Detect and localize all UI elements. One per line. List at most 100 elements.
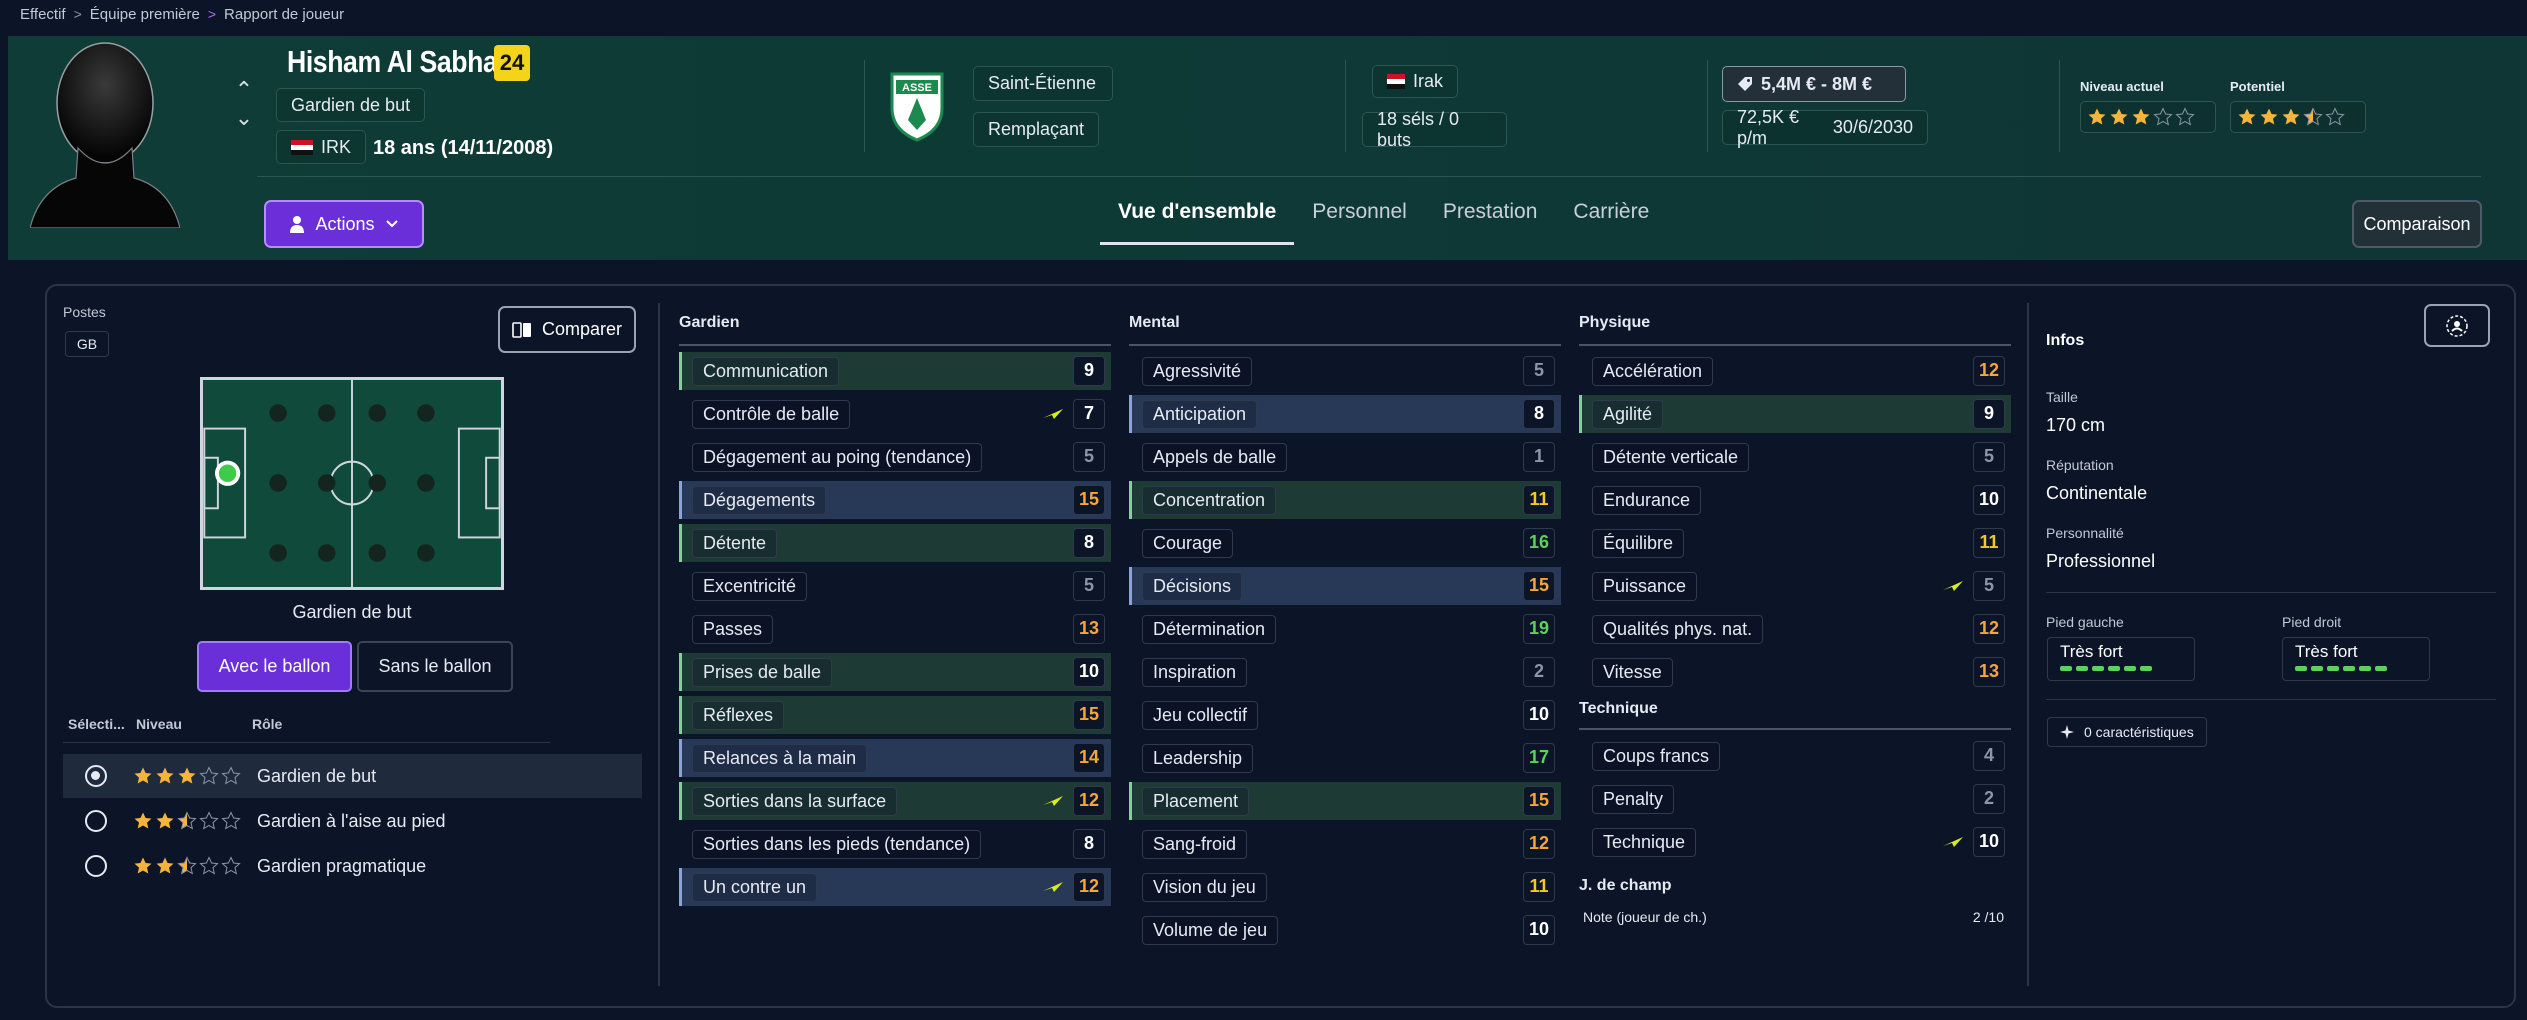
attribute-name: Accélération bbox=[1592, 356, 1714, 386]
attribute-row[interactable]: Coups francs 4 bbox=[1579, 737, 2011, 775]
role-row[interactable]: Gardien de but bbox=[63, 754, 642, 798]
attribute-row[interactable]: Sang-froid 12 bbox=[1129, 825, 1561, 863]
column-divider bbox=[2027, 303, 2029, 986]
attribute-value: 2 bbox=[1523, 657, 1555, 687]
star-icon bbox=[221, 856, 241, 875]
section-divider bbox=[1579, 728, 2011, 730]
comparer-button[interactable]: Comparer bbox=[498, 306, 636, 353]
attribute-row[interactable]: Concentration 11 bbox=[1129, 481, 1561, 519]
attribute-value: 15 bbox=[1523, 786, 1555, 816]
attribute-row[interactable]: Un contre un 12 bbox=[679, 868, 1111, 906]
star-icon bbox=[2260, 108, 2278, 125]
attribute-row[interactable]: Excentricité 5 bbox=[679, 567, 1111, 605]
next-player-arrow-icon[interactable]: ⌄ bbox=[234, 105, 254, 130]
attribute-row[interactable]: Réflexes 15 bbox=[679, 696, 1111, 734]
attribute-name: Concentration bbox=[1142, 485, 1277, 515]
attribute-row[interactable]: Prises de balle 10 bbox=[679, 653, 1111, 691]
potential-ability-label: Potentiel bbox=[2230, 79, 2285, 94]
attribute-row[interactable]: Relances à la main 14 bbox=[679, 739, 1111, 777]
attribute-row[interactable]: Contrôle de balle 7 bbox=[679, 395, 1111, 433]
column-divider bbox=[658, 303, 660, 986]
header-selection: Sélecti... bbox=[68, 716, 125, 732]
attribute-row[interactable]: Détente 8 bbox=[679, 524, 1111, 562]
attribute-value: 10 bbox=[1523, 700, 1555, 730]
tab-carriere[interactable]: Carrière bbox=[1573, 200, 1650, 223]
attribute-row[interactable]: Courage 16 bbox=[1129, 524, 1561, 562]
iraq-flag-icon bbox=[291, 139, 313, 155]
attribute-row[interactable]: Sorties dans la surface 12 bbox=[679, 782, 1111, 820]
star-icon bbox=[2175, 107, 2195, 126]
attribute-row[interactable]: Accélération 12 bbox=[1579, 352, 2011, 390]
taille-value: 170 cm bbox=[2046, 415, 2106, 435]
attribute-row[interactable]: Agilité 9 bbox=[1579, 395, 2011, 433]
transfer-value: 5,4M € - 8M € bbox=[1761, 73, 1873, 94]
breadcrumb-item-effectif[interactable]: Effectif bbox=[20, 5, 66, 23]
attribute-row[interactable]: Sorties dans les pieds (tendance) 8 bbox=[679, 825, 1111, 863]
attribute-row[interactable]: Agressivité 5 bbox=[1129, 352, 1561, 390]
star-icon bbox=[221, 766, 241, 785]
tab-prestation[interactable]: Prestation bbox=[1442, 200, 1538, 223]
role-radio[interactable] bbox=[85, 855, 107, 877]
attribute-row[interactable]: Anticipation 8 bbox=[1129, 395, 1561, 433]
club-chip[interactable]: Saint-Étienne bbox=[973, 66, 1113, 101]
transfer-value-chip[interactable]: 5,4M € - 8M € bbox=[1722, 66, 1906, 102]
country-chip[interactable]: Irak bbox=[1372, 65, 1458, 98]
attribute-row[interactable]: Décisions 15 bbox=[1129, 567, 1561, 605]
attribute-row[interactable]: Vitesse 13 bbox=[1579, 653, 2011, 691]
sans-ballon-toggle[interactable]: Sans le ballon bbox=[357, 641, 513, 692]
squad-number-badge: 24 bbox=[494, 45, 530, 81]
attribute-row[interactable]: Penalty 2 bbox=[1579, 780, 2011, 818]
attribute-name: Passes bbox=[692, 614, 774, 644]
attribute-row[interactable]: Vision du jeu 11 bbox=[1129, 868, 1561, 906]
comparaison-button[interactable]: Comparaison bbox=[2352, 200, 2482, 248]
squad-status-chip: Remplaçant bbox=[973, 112, 1099, 147]
tab-personnel[interactable]: Personnel bbox=[1312, 200, 1407, 223]
attribute-value-group: 12 bbox=[1523, 829, 1555, 859]
attributes-physique: Accélération 12 Agilité 9 Détente verticale 5… bbox=[1579, 352, 2011, 696]
attribute-value: 19 bbox=[1523, 614, 1555, 644]
role-row[interactable]: Gardien à l'aise au pied bbox=[63, 799, 642, 843]
traits-button[interactable]: 0 caractéristiques bbox=[2047, 717, 2207, 747]
left-foot-chip: Très fort bbox=[2047, 637, 2195, 681]
attribute-row[interactable]: Dégagement au poing (tendance) 5 bbox=[679, 438, 1111, 476]
attribute-value-group: 17 bbox=[1523, 743, 1555, 773]
attribute-row[interactable]: Équilibre 11 bbox=[1579, 524, 2011, 562]
breadcrumb-item-equipe[interactable]: Équipe première bbox=[89, 5, 200, 23]
tab-vue-ensemble[interactable]: Vue d'ensemble bbox=[1100, 190, 1295, 245]
attribute-row[interactable]: Appels de balle 1 bbox=[1129, 438, 1561, 476]
nationality-chip[interactable]: IRK bbox=[276, 130, 367, 164]
attribute-value: 11 bbox=[1523, 485, 1555, 515]
avec-ballon-toggle[interactable]: Avec le ballon bbox=[197, 641, 352, 692]
role-row[interactable]: Gardien pragmatique bbox=[63, 844, 642, 888]
contract-chip[interactable]: 72,5K € p/m 30/6/2030 bbox=[1722, 107, 1928, 148]
attribute-name: Leadership bbox=[1142, 743, 1254, 773]
role-radio[interactable] bbox=[85, 810, 107, 832]
attribute-row[interactable]: Détermination 19 bbox=[1129, 610, 1561, 648]
attribute-row[interactable]: Leadership 17 bbox=[1129, 739, 1561, 777]
field-player-rating-value: 2 /10 bbox=[1972, 909, 2004, 925]
actions-button[interactable]: Actions bbox=[264, 200, 424, 248]
attribute-row[interactable]: Qualités phys. nat. 12 bbox=[1579, 610, 2011, 648]
attribute-value-group: 14 bbox=[1073, 743, 1105, 773]
attribute-name: Agressivité bbox=[1142, 356, 1253, 386]
attribute-row[interactable]: Volume de jeu 10 bbox=[1129, 911, 1561, 949]
attribute-value: 10 bbox=[1973, 827, 2005, 857]
left-foot-value: Très fort bbox=[2060, 642, 2123, 661]
attribute-row[interactable]: Technique 10 bbox=[1579, 823, 2011, 861]
role-radio[interactable] bbox=[85, 765, 107, 787]
chevron-right-icon: > bbox=[207, 6, 217, 22]
attribute-row[interactable]: Communication 9 bbox=[679, 352, 1111, 390]
attribute-row[interactable]: Passes 13 bbox=[679, 610, 1111, 648]
attribute-row[interactable]: Jeu collectif 10 bbox=[1129, 696, 1561, 734]
attribute-name: Agilité bbox=[1592, 399, 1664, 429]
attribute-value: 5 bbox=[1073, 571, 1105, 601]
player-profile-button[interactable] bbox=[2424, 304, 2490, 347]
attribute-row[interactable]: Inspiration 2 bbox=[1129, 653, 1561, 691]
attribute-row[interactable]: Placement 15 bbox=[1129, 782, 1561, 820]
attribute-row[interactable]: Endurance 10 bbox=[1579, 481, 2011, 519]
attribute-row[interactable]: Détente verticale 5 bbox=[1579, 438, 2011, 476]
attribute-row[interactable]: Puissance 5 bbox=[1579, 567, 2011, 605]
previous-player-arrow-icon[interactable]: ⌃ bbox=[234, 77, 254, 102]
attribute-row[interactable]: Dégagements 15 bbox=[679, 481, 1111, 519]
star-icon bbox=[156, 767, 174, 784]
